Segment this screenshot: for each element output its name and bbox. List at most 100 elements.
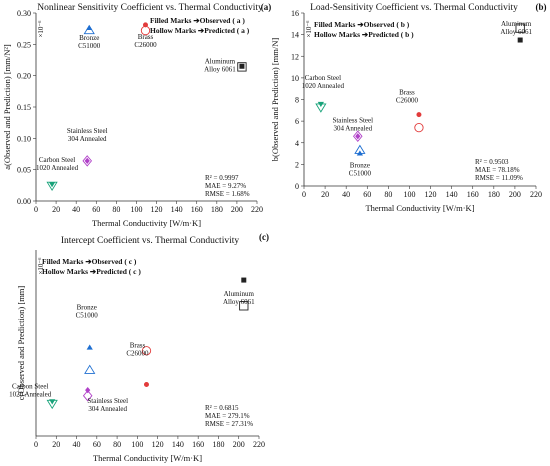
x-tick-label: 180 bbox=[488, 190, 500, 199]
fit-statistic: RMSE = 11.09% bbox=[475, 174, 523, 182]
y-tick-label: 0.05 bbox=[17, 166, 31, 175]
material-label: Alloy 6061 bbox=[204, 65, 236, 73]
observed-marker bbox=[86, 344, 93, 350]
material-label: Alloy 6061 bbox=[500, 28, 532, 36]
material-label: C26000 bbox=[396, 97, 419, 105]
y-tick-label: 0.30 bbox=[17, 9, 31, 18]
y-tick-label: 16 bbox=[291, 9, 299, 18]
y-tick-label: 10 bbox=[291, 74, 299, 83]
material-label: Bronze bbox=[350, 162, 370, 170]
x-tick-label: 200 bbox=[233, 440, 245, 449]
material-label: 1020 Annealed bbox=[302, 82, 345, 90]
fit-statistic: MAE = 279.1% bbox=[205, 412, 250, 420]
x-tick-label: 0 bbox=[34, 440, 38, 449]
y-tick-label: 0.25 bbox=[17, 40, 31, 49]
x-tick-label: 80 bbox=[113, 440, 121, 449]
y-tick-label: 6 bbox=[295, 117, 299, 126]
chart-panel-0: Nonlinear Sensitivity Coefficient vs. Th… bbox=[2, 2, 271, 228]
y-tick-label: 8 bbox=[295, 96, 299, 105]
fit-statistic: R² = 0.9503 bbox=[475, 158, 509, 166]
predicted-marker bbox=[515, 23, 525, 33]
y-tick-label: 2 bbox=[295, 160, 299, 169]
x-tick-label: 160 bbox=[467, 190, 479, 199]
x-tick-label: 160 bbox=[191, 205, 203, 214]
observed-marker bbox=[142, 22, 148, 28]
material-label: Carbon Steel bbox=[39, 156, 75, 164]
x-tick-label: 20 bbox=[52, 440, 60, 449]
chart-title: Load-Sensitivity Coefficient vs. Thermal… bbox=[310, 2, 518, 13]
y-axis-exponent: ×10⁻⁶ bbox=[305, 20, 313, 38]
observed-marker bbox=[241, 277, 247, 283]
fit-statistic: R² = 0.9997 bbox=[205, 174, 239, 182]
chart-title: Intercept Coefficient vs. Thermal Conduc… bbox=[61, 235, 240, 246]
material-label: Brass bbox=[138, 33, 154, 41]
x-tick-label: 80 bbox=[384, 190, 392, 199]
material-label: Aluminum bbox=[501, 20, 532, 28]
material-label: Aluminum bbox=[224, 290, 255, 298]
y-tick-label: 0.20 bbox=[17, 72, 31, 81]
x-tick-label: 200 bbox=[231, 205, 243, 214]
material-label: C26000 bbox=[134, 41, 157, 49]
x-tick-label: 20 bbox=[321, 190, 329, 199]
legend-entry: Hollow Marks ➔Predicted ( a ) bbox=[150, 26, 250, 35]
y-tick-label: 14 bbox=[291, 31, 299, 40]
observed-marker bbox=[49, 399, 56, 405]
y-axis-label: c(Observed and Prediction) [mm] bbox=[16, 286, 26, 401]
material-label: 1020 Annealed bbox=[9, 390, 52, 398]
fit-statistic: RMSE = 1.68% bbox=[205, 190, 250, 198]
material-label: Stainless Steel bbox=[87, 397, 128, 405]
material-label: Carbon Steel bbox=[305, 74, 341, 82]
x-tick-label: 20 bbox=[52, 205, 60, 214]
predicted-marker bbox=[414, 122, 424, 133]
y-tick-label: 4 bbox=[295, 139, 299, 148]
predicted-marker bbox=[141, 346, 152, 356]
y-axis-label: b(Observed and Prediction) [mm/N] bbox=[270, 38, 280, 162]
x-tick-label: 60 bbox=[93, 440, 101, 449]
material-label: Alloy 6061 bbox=[223, 298, 255, 306]
chart-panel-1: Load-Sensitivity Coefficient vs. Thermal… bbox=[270, 2, 547, 213]
y-tick-label: 0.15 bbox=[17, 103, 31, 112]
panel-label: (a) bbox=[261, 2, 272, 12]
legend-entry: Filled Marks ➔Observed ( c ) bbox=[42, 257, 137, 266]
chart-title: Nonlinear Sensitivity Coefficient vs. Th… bbox=[37, 2, 263, 13]
x-tick-label: 180 bbox=[212, 440, 224, 449]
x-tick-label: 100 bbox=[131, 440, 143, 449]
material-label: C26000 bbox=[126, 350, 149, 358]
legend-entry: Filled Marks ➔Observed ( b ) bbox=[314, 20, 410, 29]
legend-entry: Hollow Marks ➔Predicted ( c ) bbox=[42, 267, 141, 276]
y-tick-label: 0 bbox=[295, 182, 299, 191]
observed-marker bbox=[317, 101, 324, 108]
x-tick-label: 180 bbox=[211, 205, 223, 214]
observed-marker bbox=[355, 133, 361, 140]
x-tick-label: 140 bbox=[172, 440, 184, 449]
x-tick-label: 120 bbox=[152, 440, 164, 449]
panel-label: (c) bbox=[259, 232, 269, 242]
chart-panel-2: Intercept Coefficient vs. Thermal Conduc… bbox=[9, 232, 269, 463]
x-tick-label: 40 bbox=[72, 205, 80, 214]
material-label: Bronze bbox=[77, 304, 97, 312]
y-tick-label: 12 bbox=[291, 52, 299, 61]
x-tick-label: 60 bbox=[363, 190, 371, 199]
x-tick-label: 220 bbox=[530, 190, 542, 199]
observed-marker bbox=[48, 182, 56, 188]
x-tick-label: 60 bbox=[92, 205, 100, 214]
fit-statistic: MAE = 9.27% bbox=[205, 182, 246, 190]
material-label: C51000 bbox=[349, 170, 372, 178]
observed-marker bbox=[416, 112, 422, 118]
material-label: Stainless Steel bbox=[332, 116, 373, 124]
y-axis-exponent: ×10⁻⁶ bbox=[37, 257, 45, 275]
x-tick-label: 200 bbox=[509, 190, 521, 199]
legend-entry: Hollow Marks ➔Predicted ( b ) bbox=[314, 30, 414, 39]
x-tick-label: 140 bbox=[171, 205, 183, 214]
material-label: Brass bbox=[130, 342, 146, 350]
material-label: Brass bbox=[399, 89, 415, 97]
x-tick-label: 40 bbox=[342, 190, 350, 199]
x-tick-label: 0 bbox=[302, 190, 306, 199]
material-label: 1020 Annealed bbox=[36, 164, 79, 172]
panel-label: (b) bbox=[536, 2, 547, 12]
observed-marker bbox=[84, 157, 90, 165]
fit-statistic: MAE = 78.18% bbox=[475, 166, 520, 174]
x-tick-label: 40 bbox=[73, 440, 81, 449]
x-axis-label: Thermal Conductivity [W/m·K] bbox=[365, 203, 474, 213]
